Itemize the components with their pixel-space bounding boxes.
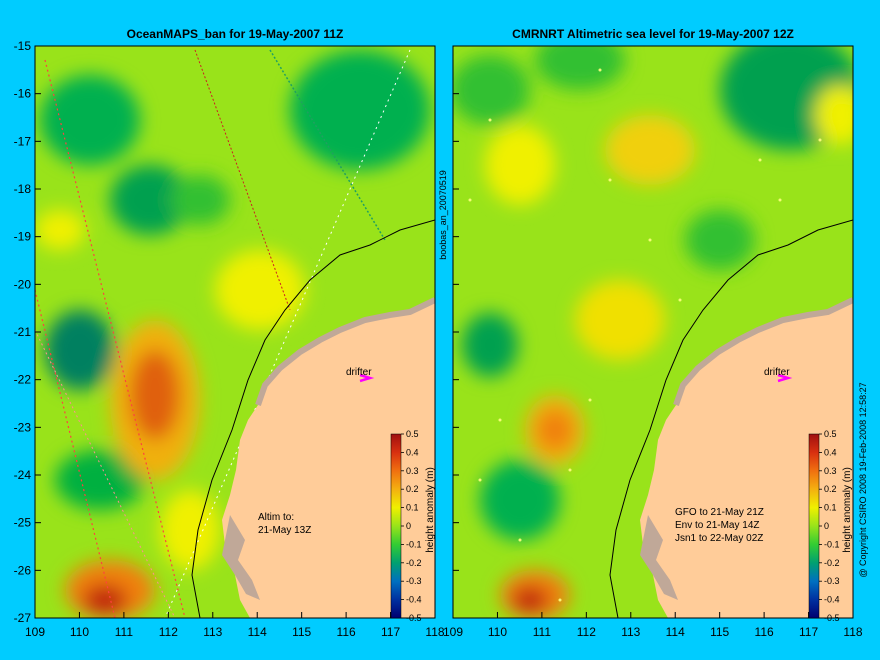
left-colorbar-tick-label: -0.2 [406,558,422,568]
left-y-axis: -15 -16 -17 -18 -19 -20 -21 -22 -23 -24 -25 -26 -27 [14,39,41,625]
right-panel-title: CMRNRT Altimetric sea level for 19-May-2… [512,27,794,41]
right-x-tick-label: 109 [443,625,463,639]
left-panel-title: OceanMAPS_ban for 19-May-2007 11Z [127,27,344,41]
left-bay-island [222,515,260,600]
left-y-tick-label: -25 [14,516,32,530]
right-colorbar-ticks: 0.5 0.4 0.3 0.2 0.1 0 -0.1 -0.2 -0.3 -0.4 -0.5 [819,429,840,623]
right-x-tick-label: 116 [755,625,774,639]
left-colorbar-tick-label: 0.1 [406,503,419,513]
left-land [222,300,435,618]
right-x-tick-label: 112 [577,625,596,639]
right-x-tick-label: 118 [843,625,862,639]
left-side-label: boobas_an_20070519 [438,170,448,260]
right-x-tick-label: 111 [533,625,552,639]
right-colorbar-tick-label: -0.4 [824,595,840,605]
left-y-tick-label: -17 [14,134,32,148]
left-y-tick-label: -27 [14,611,32,625]
right-colorbar-tick-label: 0.5 [824,429,837,439]
left-y-tick-label: -23 [14,420,32,434]
left-x-tick-label: 111 [115,625,134,639]
left-colorbar-tick-label: 0 [406,521,411,531]
left-x-tick-label: 117 [381,625,400,639]
right-x-axis: 109 110 111 112 113 114 115 116 117 118 [443,612,863,639]
left-y-tick-label: -21 [14,325,32,339]
right-map-panel: CMRNRT Altimetric sea level for 19-May-2… [452,27,868,623]
left-colorbar-ticks: 0.5 0.4 0.3 0.2 0.1 0 -0.1 -0.2 -0.3 -0.4 -0.5 [401,429,422,623]
right-bay-island [640,515,678,600]
left-coast-sand [255,297,435,406]
right-y-axis [453,45,459,619]
left-y-tick-label: -19 [14,230,32,244]
right-side-label: @ Copyright CSIRO 2008 19-Feb-2008 12:58… [858,382,868,577]
right-coast-sand [673,297,853,406]
right-colorbar-tick-label: 0.3 [824,466,837,476]
left-y-tick-label: -24 [14,468,32,482]
left-colorbar-tick-label: -0.5 [406,613,422,623]
left-x-tick-label: 109 [25,625,45,639]
left-colorbar-tick-label: 0.4 [406,447,419,457]
right-note-line-3: Jsn1 to 22-May 02Z [675,533,763,544]
left-colorbar-tick-label: 0.3 [406,466,419,476]
right-colorbar-tick-label: 0.2 [824,484,837,494]
right-colorbar-tick-label: 0.1 [824,503,837,513]
left-y-tick-label: -15 [14,39,32,53]
left-x-tick-label: 115 [292,625,311,639]
left-colorbar-tick-label: -0.4 [406,595,422,605]
right-colorbar-label: height anomaly (m) [842,467,853,553]
left-x-tick-label: 112 [159,625,178,639]
left-x-tick-label: 110 [70,625,89,639]
right-colorbar-tick-label: -0.2 [824,558,840,568]
left-altim-note-line-2: 21-May 13Z [258,525,311,536]
left-altim-note-line-1: Altim to: [258,512,294,523]
left-drifter-label: drifter [346,367,372,378]
left-y-tick-label: -20 [14,277,32,291]
right-map-field: drifter GFO to 21-May 21Z Env to 21-May … [453,46,853,618]
right-x-tick-label: 117 [799,625,818,639]
right-note-line-2: Env to 21-May 14Z [675,520,759,531]
right-x-tick-label: 113 [621,625,640,639]
right-drifter-label: drifter [764,367,790,378]
left-colorbar-tick-label: 0.5 [406,429,419,439]
right-x-tick-label: 110 [488,625,507,639]
right-colorbar-tick-label: -0.5 [824,613,840,623]
left-map-panel: OceanMAPS_ban for 19-May-2007 11Z [14,27,448,625]
right-note-line-1: GFO to 21-May 21Z [675,507,764,518]
right-x-tick-label: 115 [710,625,729,639]
left-x-axis: 109 110 111 112 113 114 115 116 117 118 [25,612,445,639]
left-colorbar [390,433,402,619]
left-colorbar-tick-label: -0.1 [406,539,422,549]
left-y-tick-label: -18 [14,182,32,196]
left-x-tick-label: 113 [203,625,222,639]
left-drifter-icon [359,373,375,383]
right-colorbar-tick-label: -0.3 [824,576,840,586]
left-y-tick-label: -16 [14,87,32,101]
left-x-tick-label: 116 [337,625,356,639]
right-colorbar-tick-label: 0.4 [824,447,837,457]
left-y-tick-label: -26 [14,563,32,577]
right-land [640,300,853,618]
right-colorbar [808,433,820,619]
left-x-tick-label: 118 [425,625,444,639]
left-y-tick-label: -22 [14,373,32,387]
left-colorbar-tick-label: 0.2 [406,484,419,494]
left-colorbar-tick-label: -0.3 [406,576,422,586]
right-colorbar-tick-label: 0 [824,521,829,531]
right-colorbar-tick-label: -0.1 [824,539,840,549]
right-x-tick-label: 114 [666,625,685,639]
left-x-tick-label: 114 [248,625,267,639]
right-drifter-icon [777,373,793,383]
left-map-field: drifter Altim to: 21-May 13Z [35,46,435,618]
left-colorbar-label: height anomaly (m) [425,467,436,553]
